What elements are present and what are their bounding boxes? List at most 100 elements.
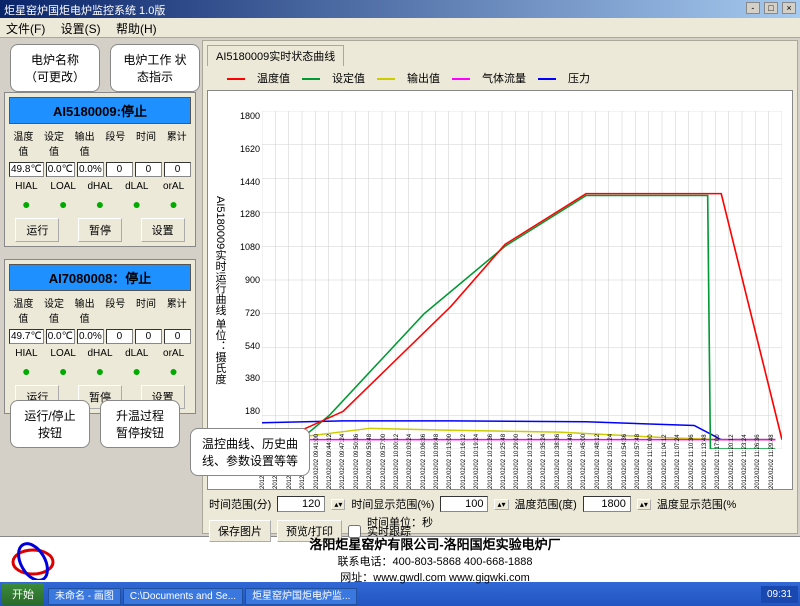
footer: 洛阳炬星窑炉有限公司-洛阳国炬实验电炉厂 联系电话：400-803-5868 4…: [0, 536, 800, 582]
menu-settings[interactable]: 设置(S): [61, 22, 101, 36]
xtick: 2012/02/02 10:00:12: [394, 451, 407, 489]
xtick: 2012/02/02 09:53:48: [367, 451, 380, 489]
xtick: 2012/02/02 10:38:36: [555, 451, 568, 489]
left-sidebar: AI5180009:停止温度值设定值输出值段号时间累计49.8℃0.0℃0.0%…: [0, 38, 200, 536]
close-button[interactable]: ×: [782, 2, 796, 14]
col-header: 输出值: [70, 295, 99, 325]
plot: [262, 111, 782, 449]
titlebar: 炬星窑炉国炬电炉监控系统 1.0版 - □ ×: [0, 0, 800, 18]
label-temp-range: 温度范围(度): [515, 496, 577, 512]
panel-button[interactable]: 运行: [15, 218, 59, 242]
alarm-label: HIAL: [9, 348, 44, 359]
taskbar-task[interactable]: C:\Documents and Se...: [123, 588, 243, 605]
xtick: 2012/02/02 11:07:24: [675, 451, 688, 489]
menu-file[interactable]: 文件(F): [6, 22, 45, 36]
ytick: 1440: [232, 177, 260, 187]
start-button[interactable]: 开始: [2, 583, 44, 605]
footer-company: 洛阳炬星窑炉有限公司-洛阳国炬实验电炉厂: [78, 534, 792, 553]
xtick: 2012/02/02 11:23:24: [742, 451, 755, 489]
menu-help[interactable]: 帮助(H): [116, 22, 157, 36]
xtick: 2012/02/02 09:47:24: [340, 451, 353, 489]
col-value: 0: [106, 329, 133, 344]
panel-title: AI5180009:停止: [9, 97, 191, 124]
window-buttons: - □ ×: [745, 2, 796, 16]
minimize-button[interactable]: -: [746, 2, 760, 14]
alarm-indicator: ●: [46, 363, 81, 379]
alarm-indicator: ●: [83, 196, 118, 212]
xtick: 2012/02/02 11:20:12: [729, 451, 742, 489]
footer-url: 网址：www.gwdl.com www.gigwki.com: [78, 569, 792, 585]
xtick: 2012/02/02 09:44:12: [327, 451, 340, 489]
xtick: 2012/02/02 10:32:12: [528, 451, 541, 489]
legend-item: 输出值: [377, 73, 440, 85]
alarm-label: dLAL: [119, 348, 154, 359]
maximize-button[interactable]: □: [764, 2, 778, 14]
alarm-label: HIAL: [9, 181, 44, 192]
callout-status: 电炉工作 状态指示: [110, 44, 200, 92]
col-header: 累计: [162, 295, 191, 325]
xtick: 2012/02/02 11:13:48: [702, 451, 715, 489]
alarm-indicator: ●: [83, 363, 118, 379]
spinner[interactable]: ▴▾: [494, 499, 508, 510]
callout-pause: 升温过程 暂停按钮: [100, 400, 180, 448]
xtick: 2012/02/02 10:16:12: [461, 451, 474, 489]
xtick: 2012/02/02 09:50:36: [354, 451, 367, 489]
col-value: 0: [135, 329, 162, 344]
col-header: 累计: [162, 128, 191, 158]
label-time-range: 时间范围(分): [209, 496, 271, 512]
col-value: 0: [164, 162, 191, 177]
xtick: 2012/02/02 10:48:12: [595, 451, 608, 489]
alarm-indicator: ●: [119, 196, 154, 212]
logo: [8, 540, 58, 580]
col-value: 0: [164, 329, 191, 344]
panel-title: AI7080008：停止: [9, 264, 191, 291]
xtick: 2012/02/02 11:04:12: [662, 451, 675, 489]
label-time-pct: 时间显示范围(%): [351, 496, 434, 512]
col-value: 49.8℃: [9, 162, 44, 177]
xtick: 2012/02/02 11:29:48: [769, 451, 782, 489]
alarm-label: dHAL: [83, 348, 118, 359]
xtick: 2012/02/02 10:03:24: [407, 451, 420, 489]
col-header: 设定值: [40, 295, 69, 325]
panel-button[interactable]: 暂停: [78, 218, 122, 242]
ytick: 1620: [232, 144, 260, 154]
spinner[interactable]: ▴▾: [637, 499, 651, 510]
taskbar-task[interactable]: 未命名 - 画图: [48, 588, 121, 605]
input-time-range[interactable]: 120: [277, 496, 325, 512]
furnace-panel-0: AI5180009:停止温度值设定值输出值段号时间累计49.8℃0.0℃0.0%…: [4, 92, 196, 247]
col-value: 49.7℃: [9, 329, 44, 344]
taskbar: 开始 未命名 - 画图C:\Documents and Se...炬星窑炉国炬电…: [0, 582, 800, 606]
ytick: 720: [232, 308, 260, 318]
footer-phone: 联系电话：400-803-5868 400-668-1888: [78, 553, 792, 569]
col-value: 0.0%: [77, 329, 104, 344]
x-axis: 2012/02/02 09:30:182012/02/02 09:33:2420…: [260, 451, 782, 489]
callout-run-stop: 运行/停止 按钮: [10, 400, 90, 448]
col-value: 0.0℃: [46, 162, 75, 177]
col-header: 段号: [101, 128, 130, 158]
xtick: 2012/02/02 10:13:00: [447, 451, 460, 489]
ytick: 1080: [232, 242, 260, 252]
col-value: 0.0℃: [46, 329, 75, 344]
panel-button[interactable]: 设置: [141, 218, 185, 242]
xtick: 2012/02/02 10:09:48: [434, 451, 447, 489]
ytick: 1800: [232, 111, 260, 121]
legend: 温度值设定值输出值气体流量压力: [207, 66, 793, 90]
furnace-panel-1: AI7080008：停止温度值设定值输出值段号时间累计49.7℃0.0℃0.0%…: [4, 259, 196, 414]
ytick: 180: [232, 406, 260, 416]
col-header: 设定值: [40, 128, 69, 158]
taskbar-task[interactable]: 炬星窑炉国炬电炉监...: [245, 588, 357, 605]
xtick: 2012/02/02 10:25:48: [501, 451, 514, 489]
spinner[interactable]: ▴▾: [331, 499, 345, 510]
input-temp-range[interactable]: 1800: [583, 496, 631, 512]
alarm-label: orAL: [156, 181, 191, 192]
chart-tab[interactable]: AI5180009实时状态曲线: [207, 45, 344, 66]
legend-item: 温度值: [227, 73, 290, 85]
input-time-pct[interactable]: 100: [440, 496, 488, 512]
col-header: 输出值: [70, 128, 99, 158]
xtick: 2012/02/02 10:29:00: [514, 451, 527, 489]
alarm-indicator: ●: [156, 196, 191, 212]
col-value: 0: [135, 162, 162, 177]
col-header: 时间: [132, 295, 161, 325]
ytick: 540: [232, 341, 260, 351]
ytick: 1280: [232, 209, 260, 219]
